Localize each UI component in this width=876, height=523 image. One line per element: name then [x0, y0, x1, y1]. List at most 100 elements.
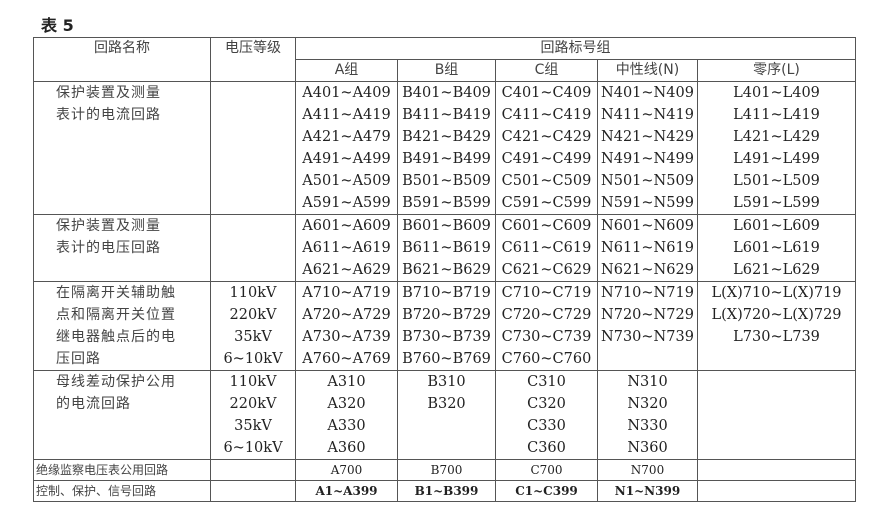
cell-value — [211, 460, 295, 480]
cell-value: L411~L419 — [733, 107, 820, 123]
cell-value: C320 — [527, 396, 566, 412]
circuit-name-line — [56, 192, 210, 214]
cell-value: C700 — [530, 463, 563, 477]
cell-value: A611~A619 — [302, 240, 391, 256]
cell-value — [698, 348, 855, 370]
cell-value — [211, 237, 295, 259]
cell-value: A491~A499 — [302, 151, 391, 167]
cell-b: B700 — [397, 459, 496, 481]
cell-value: 110kV — [229, 285, 277, 301]
cell-value: B310 — [427, 374, 466, 390]
cell-value — [398, 415, 495, 437]
table-row: 在隔离开关辅助触 点和隔离开关位置 继电器触点后的电 压回路 110kV 220kV 35k… — [33, 281, 857, 371]
cell-value: N591~N599 — [601, 195, 694, 211]
cell-value: B421~B429 — [402, 129, 491, 145]
cell-value: L591~L599 — [733, 195, 820, 211]
cell-value: B401~B409 — [402, 85, 491, 101]
cell-n: N601~N609 N611~N619 N621~N629 — [597, 214, 698, 282]
circuit-name-line: 在隔离开关辅助触 — [56, 285, 176, 301]
circuit-name-line: 保护装置及测量 — [56, 85, 161, 101]
cell-value: N320 — [627, 396, 668, 412]
circuit-name-line: 点和隔离开关位置 — [56, 307, 176, 323]
cell-voltage — [210, 214, 296, 282]
cell-value: N710~N719 — [601, 285, 694, 301]
cell-value: 35kV — [234, 418, 272, 434]
cell-value: N310 — [627, 374, 668, 390]
cell-value: B501~B509 — [402, 173, 491, 189]
cell-value: C421~C429 — [501, 129, 592, 145]
circuit-name-line: 控制、保护、信号回路 — [36, 484, 157, 498]
circuit-name-line: 的电流回路 — [56, 396, 131, 412]
cell-value: A710~A719 — [302, 285, 391, 301]
circuit-name-line — [56, 437, 210, 459]
table-row: 控制、保护、信号回路 A1~A399 B1~B399 C1~C399 N1~N399 — [33, 480, 857, 502]
cell-value: C501~C509 — [501, 173, 592, 189]
cell-value: N421~N429 — [601, 129, 694, 145]
cell-value: L401~L409 — [733, 85, 820, 101]
cell-value — [211, 192, 295, 214]
cell-value: A320 — [327, 396, 366, 412]
cell-value: A730~A739 — [302, 329, 391, 345]
cell-value: A501~A509 — [302, 173, 391, 189]
circuit-name-line: 母线差动保护公用 — [56, 374, 176, 390]
cell-value — [211, 259, 295, 281]
cell-voltage: 110kV 220kV 35kV 6~10kV — [210, 281, 296, 371]
header-neutral: 中性线(N) — [597, 59, 698, 82]
cell-value — [698, 460, 855, 480]
cell-value: L491~L499 — [733, 151, 820, 167]
cell-value: A591~A599 — [302, 195, 391, 211]
table-row: 保护装置及测量 表计的电流回路 A401~A409 A411~A419 A421~A4… — [33, 81, 857, 215]
cell-value: N730~N739 — [601, 329, 694, 345]
cell-value: C760~C760 — [501, 351, 592, 367]
cell-value — [698, 393, 855, 415]
cell-n: N710~N719 N720~N729 N730~N739 — [597, 281, 698, 371]
cell-l — [696, 480, 857, 502]
cell-c: C700 — [495, 459, 598, 481]
cell-value: C611~C619 — [501, 240, 592, 256]
circuit-name-line — [56, 259, 210, 281]
cell-value: C710~C719 — [501, 285, 592, 301]
cell-value: A411~A419 — [302, 107, 391, 123]
cell-value: L501~L509 — [733, 173, 820, 189]
cell-value: N611~N619 — [601, 240, 694, 256]
cell-value: A720~A729 — [302, 307, 391, 323]
circuit-name-line: 压回路 — [56, 351, 101, 367]
cell-value: N621~N629 — [601, 262, 694, 278]
cell-l: L601~L609 L601~L619 L621~L629 — [696, 214, 857, 282]
cell-value: C360 — [527, 440, 566, 456]
table-caption: 表 5 — [41, 16, 74, 35]
cell-a: A310 A320 A330 A360 — [295, 370, 398, 460]
cell-c: C710~C719 C720~C729 C730~C739 C760~C760 — [495, 281, 598, 371]
cell-value: A621~A629 — [302, 262, 391, 278]
cell-value — [698, 371, 855, 393]
cell-value: B720~B729 — [402, 307, 491, 323]
cell-c: C1~C399 — [495, 480, 598, 502]
cell-value: B1~B399 — [414, 484, 479, 498]
cell-value: C310 — [527, 374, 566, 390]
cell-c: C401~C409 C411~C419 C421~C429 C491~C499 C501… — [495, 81, 598, 215]
cell-l: L(X)710~L(X)719 L(X)720~L(X)729 L730~L739 — [696, 281, 857, 371]
cell-l: L401~L409 L411~L419 L421~L429 L491~L499 L501… — [696, 81, 857, 215]
cell-value: 6~10kV — [223, 351, 283, 367]
cell-value: 35kV — [234, 329, 272, 345]
cell-c: C601~C609 C611~C619 C621~C629 — [495, 214, 598, 282]
cell-b: B401~B409 B411~B419 B421~B429 B491~B499 B501… — [397, 81, 496, 215]
cell-value — [211, 215, 295, 237]
cell-value: B411~B419 — [402, 107, 491, 123]
header-group-a: A组 — [295, 59, 398, 82]
cell-c: C310 C320 C330 C360 — [495, 370, 598, 460]
circuit-name-line: 绝缘监察电压表公用回路 — [36, 463, 169, 477]
cell-l — [696, 370, 857, 460]
cell-a: A401~A409 A411~A419 A421~A479 A491~A499 A501… — [295, 81, 398, 215]
cell-value: N601~N609 — [601, 218, 694, 234]
cell-value: C411~C419 — [501, 107, 592, 123]
cell-value: L(X)710~L(X)719 — [711, 285, 842, 301]
cell-voltage — [210, 459, 296, 481]
cell-value: A700 — [330, 463, 363, 477]
circuit-name-line — [56, 126, 210, 148]
cell-value — [698, 415, 855, 437]
circuit-name-line: 表计的电压回路 — [56, 240, 161, 256]
cell-value: B700 — [430, 463, 463, 477]
cell-a: A700 — [295, 459, 398, 481]
cell-value: N491~N499 — [601, 151, 694, 167]
